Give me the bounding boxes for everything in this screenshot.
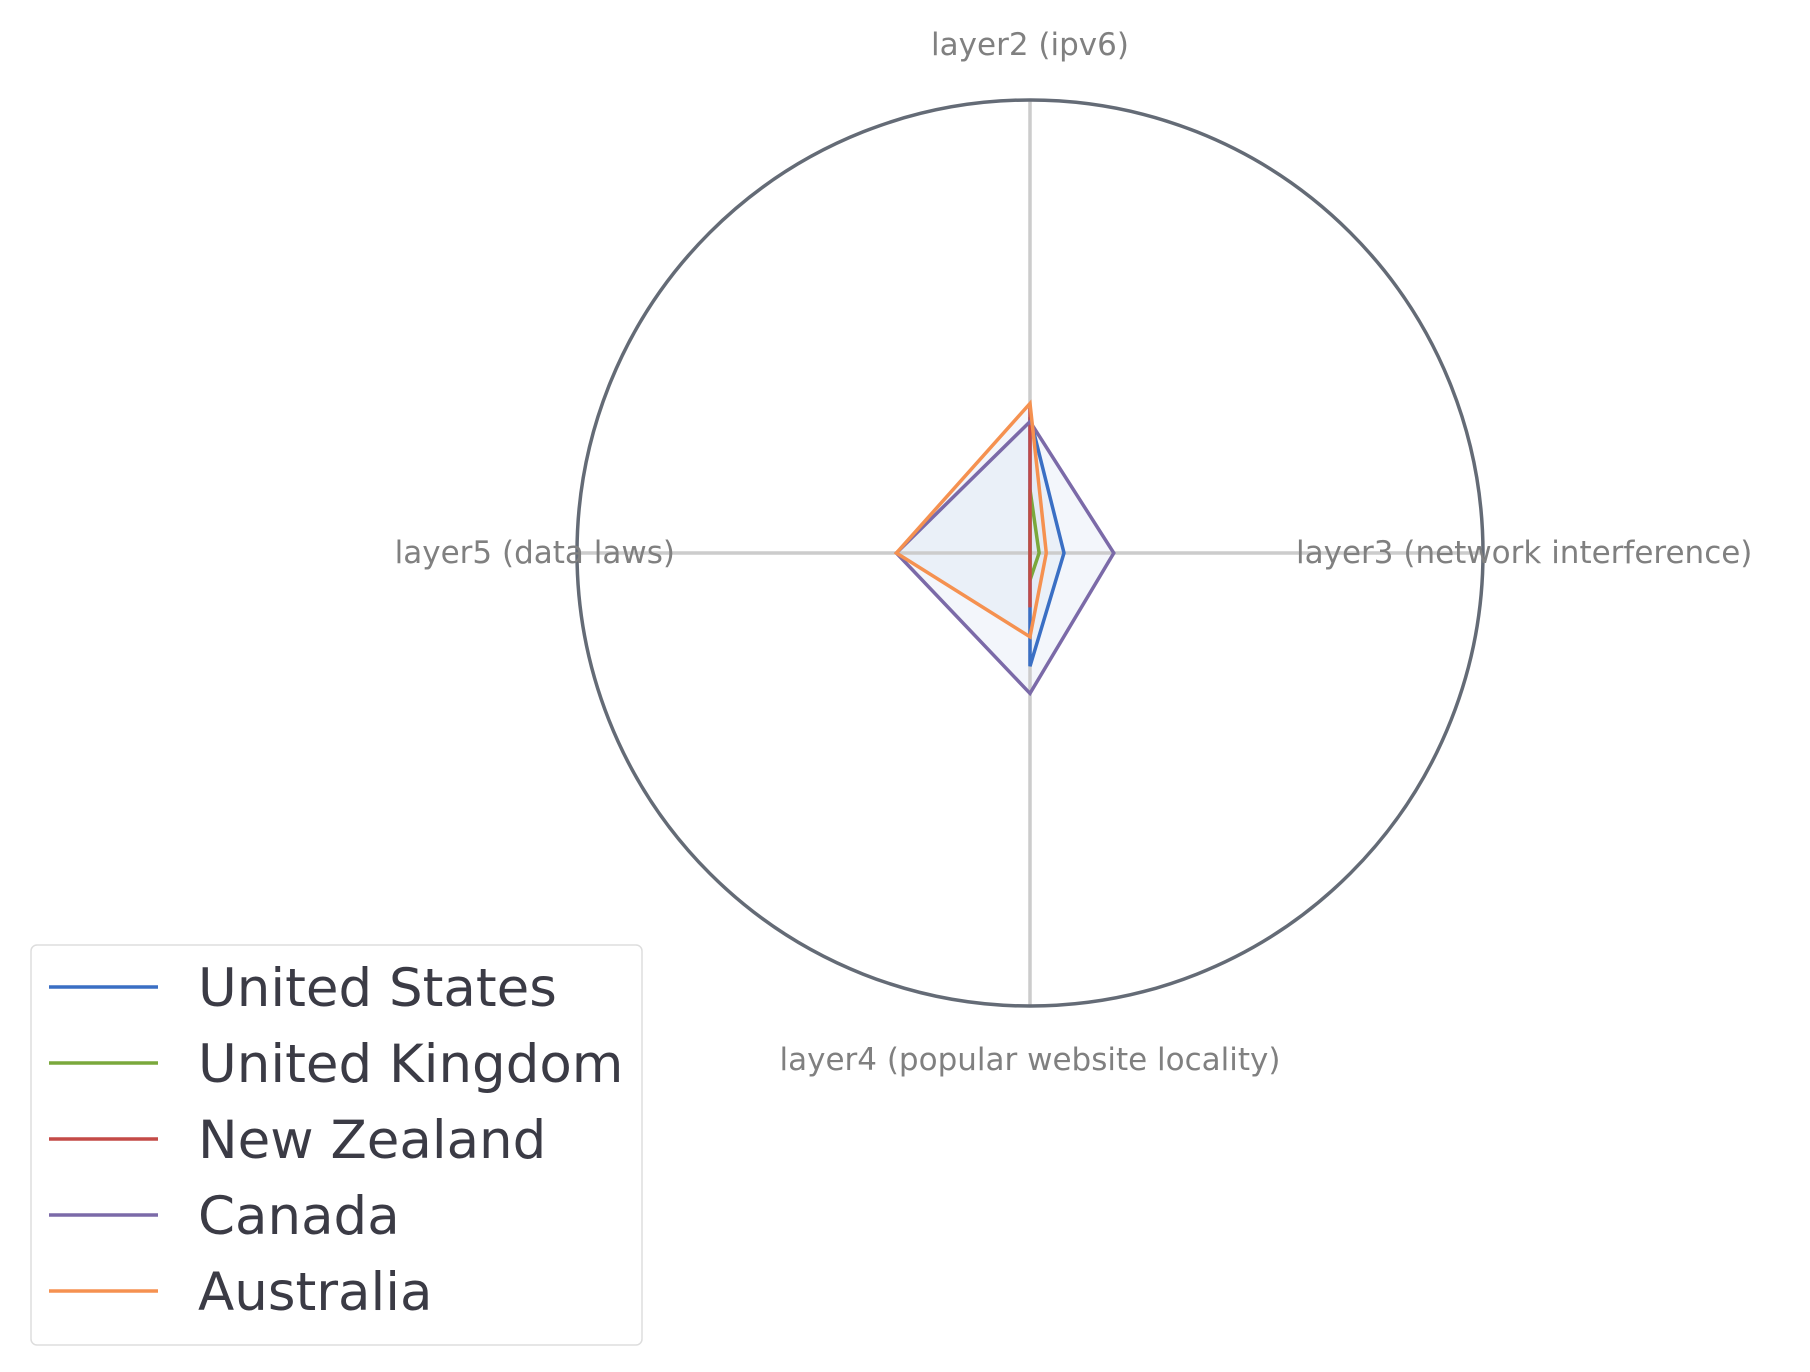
axis-label-1: layer3 (network interference): [1296, 535, 1752, 571]
axis-label-0: layer2 (ipv6): [931, 27, 1129, 63]
series-fill-3: [896, 421, 1114, 694]
axis-label-2: layer4 (popular website locality): [779, 1042, 1280, 1078]
axis-label-layer: layer2 (ipv6) layer3 (network interferenc…: [395, 27, 1753, 1078]
series-fill-4: [896, 403, 1047, 637]
frame-layer: [575, 98, 1485, 1008]
legend-label-4: Australia: [198, 1262, 432, 1323]
series-line-4: [893, 399, 1049, 640]
axis-label-3: layer5 (data laws): [395, 535, 675, 571]
series-line-3: [893, 418, 1116, 697]
legend: United States United Kingdom New Zealand Ca…: [30, 944, 643, 1346]
legend-label-3: Canada: [198, 1186, 400, 1247]
legend-label-1: United Kingdom: [198, 1034, 623, 1095]
legend-label-2: New Zealand: [198, 1110, 546, 1171]
radar-frame: [575, 98, 1485, 1008]
series-layer: [893, 399, 1116, 697]
legend-box: [30, 944, 643, 1346]
legend-label-0: United States: [198, 958, 557, 1019]
